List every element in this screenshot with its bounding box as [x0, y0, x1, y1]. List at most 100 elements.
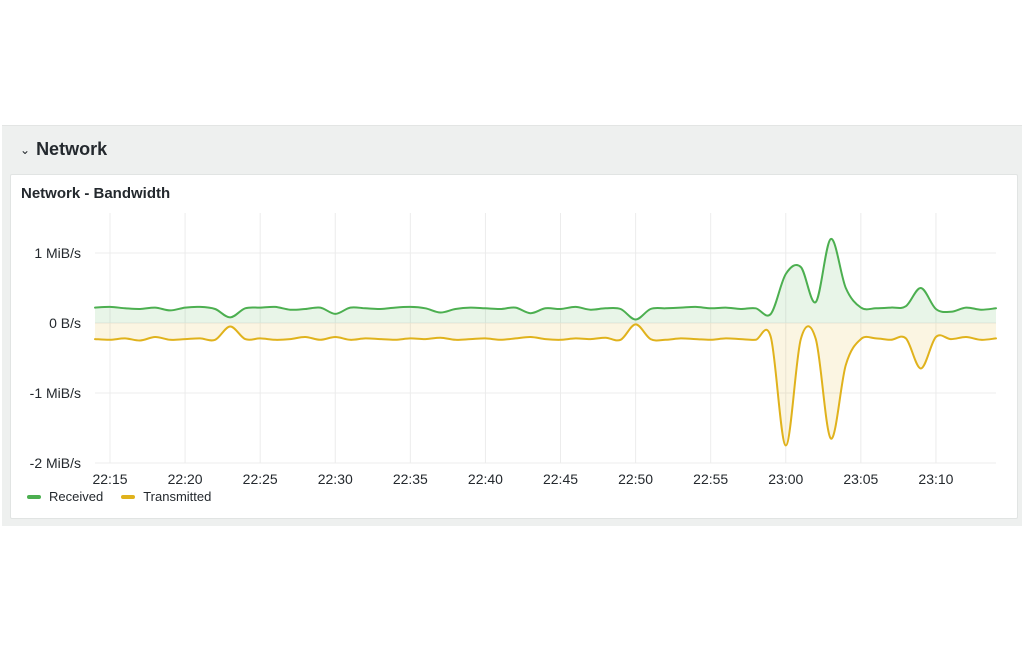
received-point	[530, 312, 532, 314]
received-point	[199, 306, 201, 308]
transmitted-point	[94, 338, 96, 340]
received-point	[229, 316, 231, 318]
transmitted-point	[620, 339, 622, 341]
legend-swatch-received	[27, 494, 41, 499]
series-areas	[95, 238, 996, 446]
y-tick-label: -2 MiB/s	[30, 455, 81, 471]
chevron-down-icon[interactable]: ⌄	[20, 143, 31, 157]
received-point	[545, 307, 547, 309]
received-point	[379, 308, 381, 310]
transmitted-point	[289, 338, 291, 340]
transmitted-point	[995, 337, 997, 339]
transmitted-point	[319, 339, 321, 341]
transmitted-point	[755, 339, 757, 341]
transmitted-point	[605, 337, 607, 339]
received-point	[109, 306, 111, 308]
received-point	[484, 307, 486, 309]
received-point	[169, 309, 171, 311]
legend-item-received[interactable]: Received	[27, 489, 103, 504]
received-point	[650, 308, 652, 310]
received-point	[710, 307, 712, 309]
transmitted-point	[575, 337, 577, 339]
transmitted-point	[530, 336, 532, 338]
transmitted-point	[980, 339, 982, 341]
transmitted-point	[680, 337, 682, 339]
transmitted-point	[349, 339, 351, 341]
transmitted-point	[860, 338, 862, 340]
x-tick-label: 22:40	[468, 471, 503, 487]
bandwidth-chart[interactable]: 1 MiB/s0 B/s-1 MiB/s-2 MiB/s 22:15 22:20 2…	[11, 175, 1017, 518]
y-tick-label: -1 MiB/s	[30, 385, 81, 401]
x-tick-label: 22:50	[618, 471, 653, 487]
transmitted-area	[95, 323, 996, 446]
transmitted-point	[845, 364, 847, 366]
transmitted-point	[770, 336, 772, 338]
transmitted-line	[94, 323, 997, 447]
transmitted-point	[184, 338, 186, 340]
legend-label: Received	[49, 489, 104, 504]
transmitted-point	[800, 338, 802, 340]
x-tick-label: 23:00	[768, 471, 803, 487]
received-point	[920, 287, 922, 289]
transmitted-point	[830, 438, 832, 440]
panel-title[interactable]: Network - Bandwidth	[21, 185, 171, 202]
received-point	[860, 307, 862, 309]
transmitted-point	[124, 337, 126, 339]
transmitted-point	[815, 338, 817, 340]
received-point	[319, 307, 321, 309]
x-tick-label: 23:10	[918, 471, 953, 487]
received-point	[845, 287, 847, 289]
received-point	[439, 312, 441, 314]
network-row: ⌄ Network Network - Bandwidth 1 MiB/s 0 B…	[2, 125, 1022, 526]
transmitted-point	[229, 326, 231, 328]
y-tick-label: 0 B/s	[49, 315, 81, 331]
transmitted-point	[274, 339, 276, 341]
transmitted-point	[515, 337, 517, 339]
transmitted-point	[665, 339, 667, 341]
received-point	[469, 307, 471, 309]
transmitted-point	[545, 338, 547, 340]
transmitted-point	[965, 336, 967, 338]
received-point	[785, 273, 787, 275]
transmitted-point	[364, 337, 366, 339]
transmitted-point	[635, 323, 637, 325]
transmitted-point	[935, 336, 937, 338]
received-line	[94, 237, 997, 321]
transmitted-point	[379, 338, 381, 340]
received-point	[890, 307, 892, 309]
legend-item-transmitted[interactable]: Transmitted	[121, 489, 211, 504]
transmitted-point	[484, 337, 486, 339]
transmitted-point	[710, 339, 712, 341]
received-point	[139, 308, 141, 310]
received-point	[830, 238, 832, 240]
x-tick-label: 22:35	[393, 471, 428, 487]
y-tick-label: 1 MiB/s	[34, 245, 81, 261]
received-point	[935, 308, 937, 310]
received-point	[244, 307, 246, 309]
transmitted-point	[304, 336, 306, 338]
received-point	[665, 307, 667, 309]
received-point	[349, 307, 351, 309]
received-point	[364, 307, 366, 309]
received-point	[770, 313, 772, 315]
transmitted-point	[169, 339, 171, 341]
received-point	[214, 308, 216, 310]
legend-label: Transmitted	[143, 489, 212, 504]
received-point	[334, 313, 336, 315]
received-point	[875, 307, 877, 309]
received-point	[965, 307, 967, 309]
legend-swatch-transmitted	[121, 494, 136, 499]
received-point	[184, 307, 186, 309]
series-lines	[94, 237, 997, 447]
received-point	[575, 306, 577, 308]
transmitted-point	[950, 338, 952, 340]
x-tick-label: 22:45	[543, 471, 578, 487]
transmitted-point	[109, 339, 111, 341]
x-tick-label: 22:25	[243, 471, 278, 487]
transmitted-point	[469, 338, 471, 340]
bandwidth-panel: Network - Bandwidth 1 MiB/s 0 B/s -1 MiB/s…	[10, 174, 1018, 519]
received-point	[454, 308, 456, 310]
received-point	[905, 305, 907, 307]
row-toggle[interactable]: ⌄ Network	[20, 138, 107, 160]
x-tick-label: 23:05	[843, 471, 878, 487]
